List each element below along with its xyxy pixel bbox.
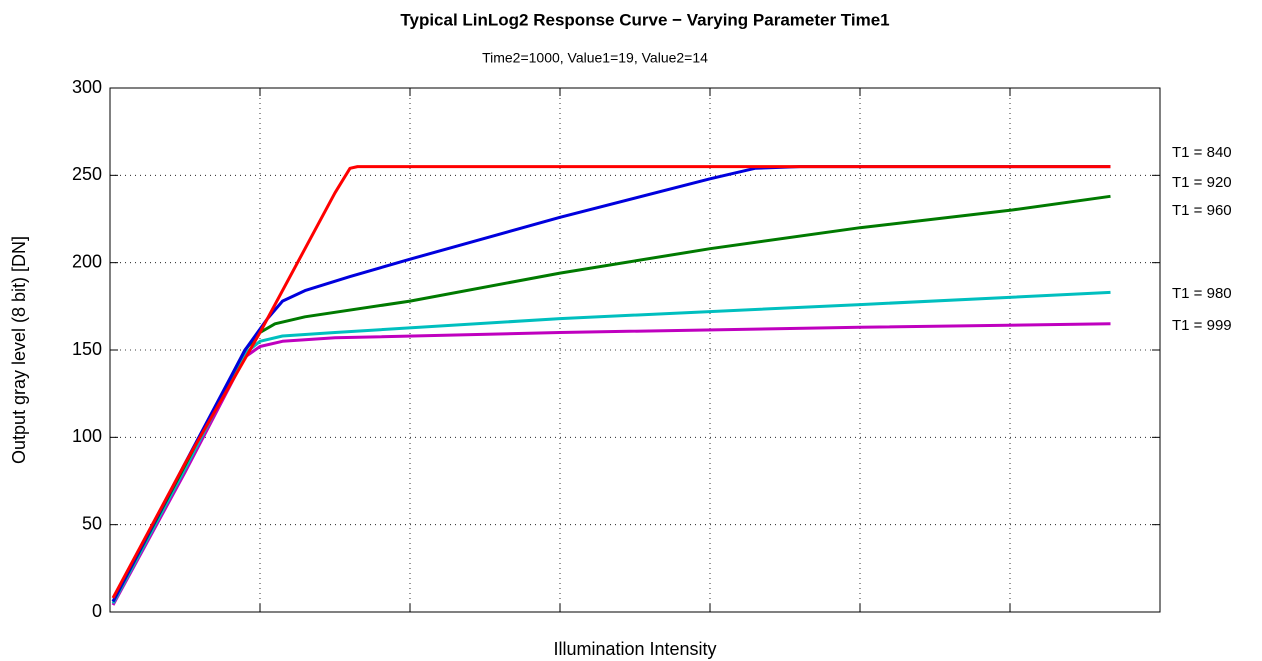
y-axis-label: Output gray level (8 bit) [DN] <box>9 236 29 464</box>
chart-title: Typical LinLog2 Response Curve − Varying… <box>400 10 889 29</box>
series-line <box>111 165 1111 603</box>
y-tick-label: 0 <box>92 601 102 621</box>
y-tick-label: 250 <box>72 164 102 184</box>
legend-label: T1 = 920 <box>1172 174 1232 191</box>
legend-label: T1 = 999 <box>1172 317 1232 334</box>
plot-frame <box>109 87 1161 613</box>
x-axis-label: Illumination Intensity <box>553 639 716 659</box>
legend-label: T1 = 840 <box>1172 144 1232 161</box>
series-line <box>111 322 1111 606</box>
y-tick-label: 150 <box>72 339 102 359</box>
y-tick-label: 200 <box>72 251 102 271</box>
y-tick-label: 300 <box>72 77 102 97</box>
chart-subtitle: Time2=1000, Value1=19, Value2=14 <box>482 50 708 66</box>
legend-label: T1 = 960 <box>1172 202 1232 219</box>
legend-label: T1 = 980 <box>1172 285 1232 302</box>
y-tick-label: 50 <box>82 513 102 533</box>
y-tick-label: 100 <box>72 426 102 446</box>
series-line <box>111 165 1111 599</box>
